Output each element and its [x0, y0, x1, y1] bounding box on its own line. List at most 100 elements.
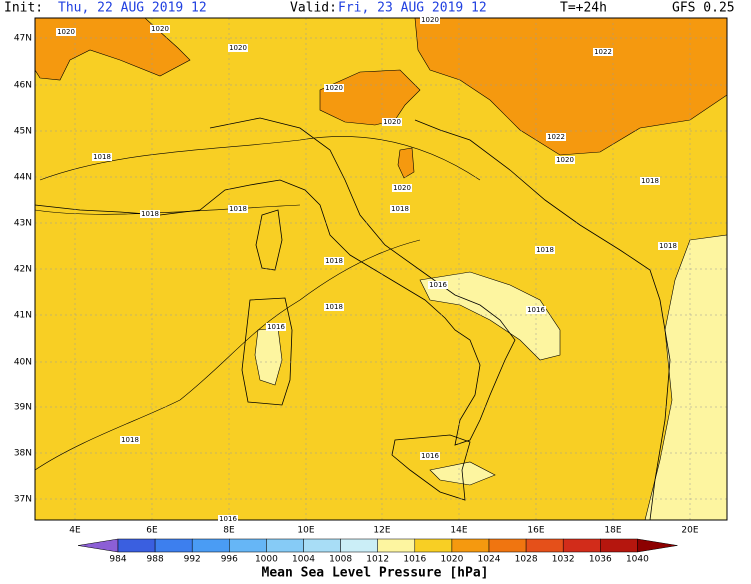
lon-label: 16E [527, 526, 544, 536]
isobar-label: 1016 [527, 306, 545, 314]
isobar-label-bg [228, 205, 248, 213]
isobar-label: 1016 [429, 281, 447, 289]
isobar-label: 1018 [536, 246, 554, 254]
lon-label: 6E [146, 526, 158, 536]
isobar-label-bg [392, 184, 412, 192]
isobar-label-bg [546, 133, 566, 141]
isobar-label-bg [324, 84, 344, 92]
high-pressure-area [397, 147, 415, 179]
isobar-label-bg [324, 303, 344, 311]
colorbar-tick-label: 1016 [403, 555, 426, 565]
isobar-label-bg [390, 205, 410, 213]
colorbar-swatch [488, 538, 527, 553]
lon-label: 12E [373, 526, 390, 536]
isobar-label-bg [428, 281, 448, 289]
colorbar-tick-label: 988 [147, 555, 164, 565]
lat-label: 41N [14, 311, 32, 321]
colorbar-tick-label: 1036 [589, 555, 612, 565]
lon-label: 20E [681, 526, 698, 536]
colorbar-tick-label: 1024 [478, 555, 501, 565]
init-value: Thu, 22 AUG 2019 12 [58, 1, 207, 16]
isobar-label: 1016 [267, 323, 285, 331]
colorbar-title: Mean Sea Level Pressure [hPa] [262, 566, 489, 581]
colorbar-tick-label: 996 [221, 555, 238, 565]
isobar-label: 1020 [229, 44, 247, 52]
isobar-label: 1020 [57, 28, 75, 36]
map [34, 17, 728, 521]
low-pressure-area [419, 271, 561, 361]
colorbar-tick-label: 1000 [255, 555, 278, 565]
isobar-label-bg [658, 242, 678, 250]
coastline [34, 117, 516, 446]
colorbar-swatch [266, 538, 304, 553]
isobar-label: 1020 [325, 84, 343, 92]
colorbar-tick-label: 1012 [366, 555, 389, 565]
colorbar-swatch [154, 538, 193, 553]
map-frame [34, 17, 728, 521]
isobar-label-bg [324, 257, 344, 265]
sardinia [241, 297, 293, 406]
isobar-label: 1020 [383, 118, 401, 126]
lat-label: 47N [14, 34, 32, 44]
isobar-label: 1018 [141, 210, 159, 218]
model-name: GFS 0.25 [672, 1, 735, 16]
coastline [414, 119, 671, 521]
lat-label: 38N [14, 449, 32, 459]
isobar-label: 1016 [421, 452, 439, 460]
lon-label: 14E [450, 526, 467, 536]
lat-label: 43N [14, 219, 32, 229]
colorbar-swatch [600, 538, 638, 553]
colorbar-tick-label: 992 [184, 555, 201, 565]
isobar-label: 1020 [421, 16, 439, 24]
lat-label: 45N [14, 127, 32, 137]
isobar-label: 1022 [594, 48, 612, 56]
isobar-label: 1018 [325, 303, 343, 311]
isobar-label-bg [56, 28, 76, 36]
isobar-label: 1020 [151, 25, 169, 33]
colorbar-tick-label: 1004 [292, 555, 315, 565]
isobar-label: 1018 [641, 177, 659, 185]
isobar-label-bg [140, 210, 160, 218]
isobar-label-bg [266, 323, 286, 331]
isobar-label: 1016 [219, 515, 237, 523]
colorbar-swatch [414, 538, 453, 553]
isobar-label-bg [420, 452, 440, 460]
isobar-label-bg [92, 153, 112, 161]
lat-label: 39N [14, 403, 32, 413]
colorbar-swatch [303, 538, 341, 553]
isobar-label: 1018 [391, 205, 409, 213]
sicily [391, 434, 471, 501]
colorbar-swatch [340, 538, 378, 553]
colorbar-swatch [451, 538, 490, 553]
lon-label: 8E [223, 526, 235, 536]
colorbar-swatch [191, 538, 230, 553]
isobar-label-bg [382, 118, 402, 126]
colorbar-tick-label: 1028 [515, 555, 538, 565]
isobar-label: 1022 [547, 133, 565, 141]
init-label: Init: [4, 1, 43, 16]
lat-label: 42N [14, 265, 32, 275]
isobar-label: 1018 [659, 242, 677, 250]
colorbar-swatch [562, 538, 601, 553]
corsica [255, 209, 283, 271]
colorbar-tick-label: 1020 [440, 555, 463, 565]
colorbar-tick-label: 984 [109, 555, 126, 565]
isobar-label: 1020 [556, 156, 574, 164]
lon-label: 10E [297, 526, 314, 536]
lat-label: 40N [14, 358, 32, 368]
colorbar-swatch [637, 538, 678, 553]
isobar-label-bg [555, 156, 575, 164]
isobar-label: 1018 [229, 205, 247, 213]
valid-label: Valid: [290, 1, 337, 16]
isobar-label: 1018 [325, 257, 343, 265]
isobar-label-bg [420, 16, 440, 24]
lead-time: T=+24h [560, 1, 607, 16]
lat-label: 44N [14, 173, 32, 183]
colorbar-swatch [525, 538, 564, 553]
colorbar-swatch [377, 538, 416, 553]
colorbar-tick-label: 1040 [626, 555, 649, 565]
valid-value: Fri, 23 AUG 2019 12 [338, 1, 487, 16]
isobar-label-bg [640, 177, 660, 185]
colorbar-swatch [229, 538, 267, 553]
